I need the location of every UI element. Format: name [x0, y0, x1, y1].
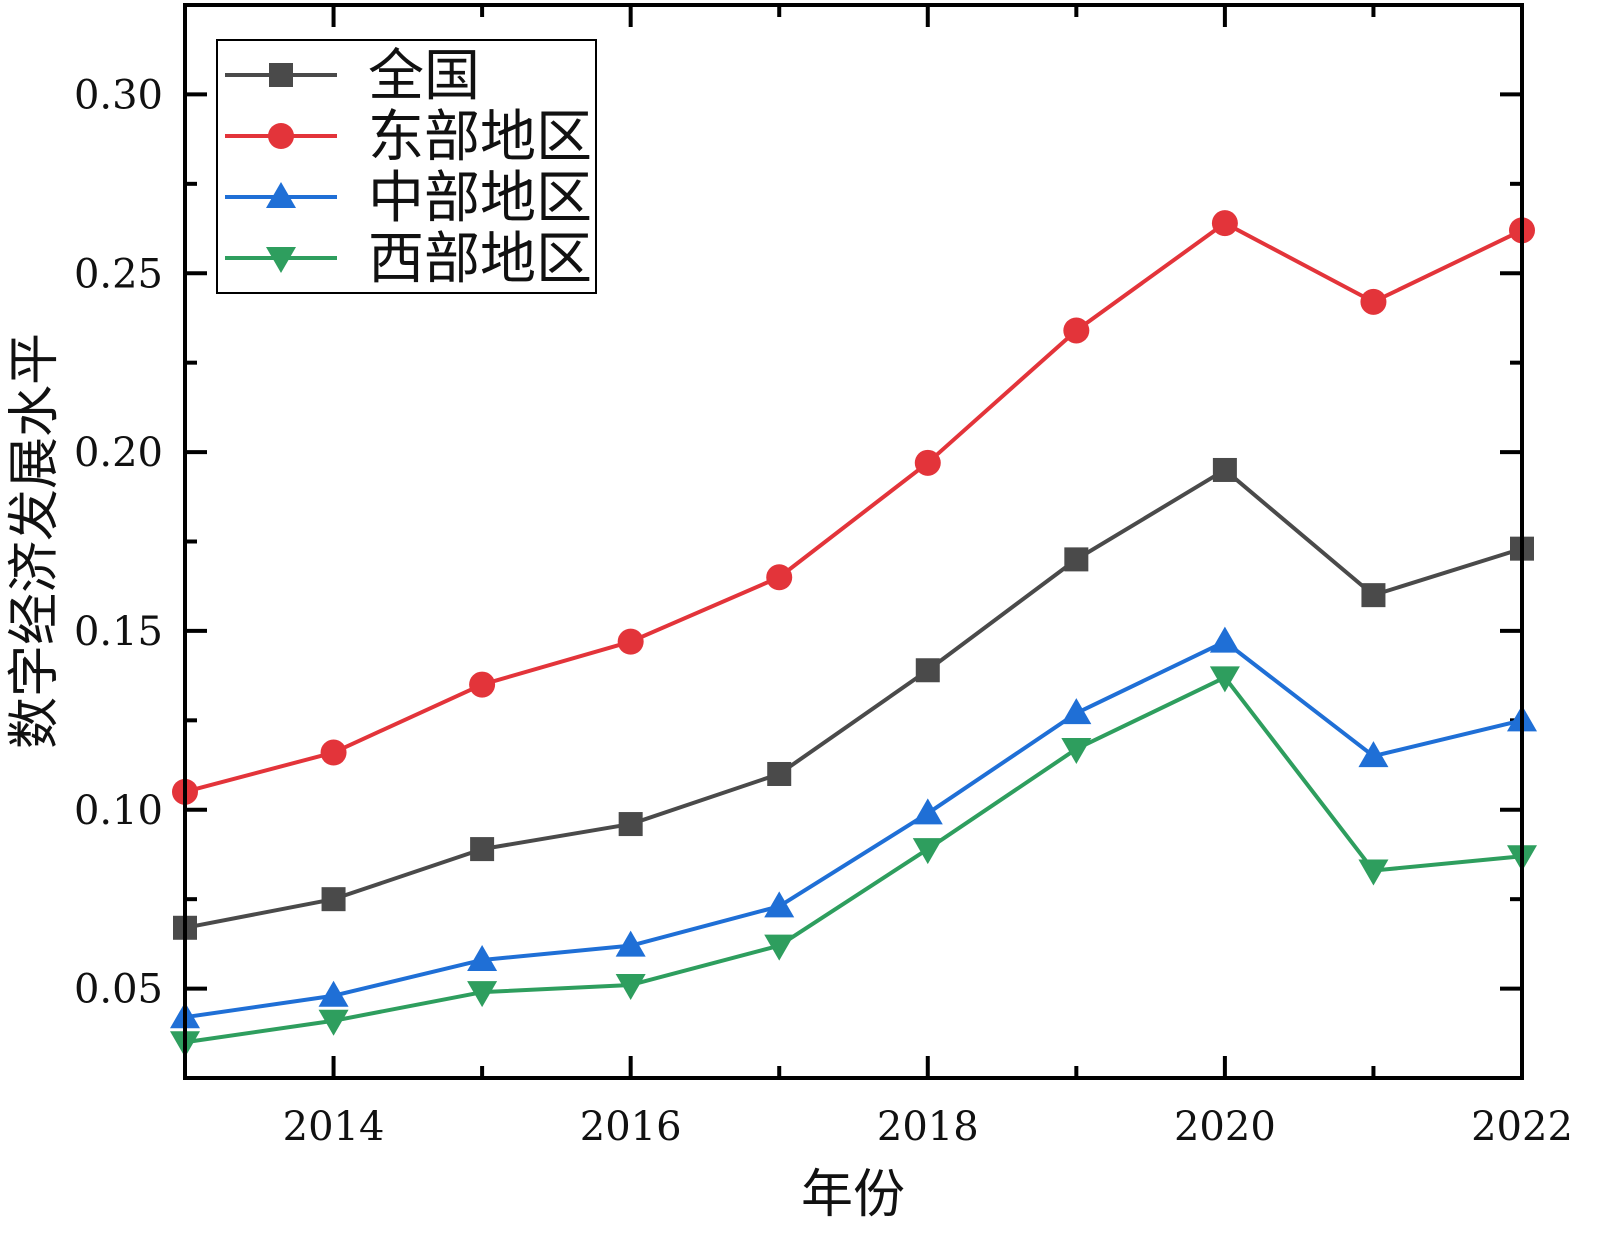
series-line [184, 467, 1523, 930]
legend-marker [269, 63, 293, 87]
legend-marker [268, 123, 294, 149]
data-point [912, 798, 943, 825]
data-point [766, 564, 793, 591]
series-line [184, 639, 1523, 1020]
y-tick-label: 0.10 [74, 788, 163, 834]
data-point [1063, 317, 1090, 344]
data-point [469, 671, 496, 698]
data-point [1209, 626, 1240, 653]
data-point [764, 934, 795, 961]
series-3 [170, 666, 1537, 1058]
y-tick-label: 0.30 [74, 72, 163, 118]
y-axis-title: 数字经济发展水平 [5, 333, 65, 749]
legend-marker [266, 182, 296, 208]
data-point [467, 981, 498, 1008]
series-layer [170, 210, 1537, 1058]
data-point [764, 891, 795, 918]
data-point [615, 974, 646, 1001]
data-point [1360, 288, 1387, 315]
y-tick-label: 0.20 [74, 430, 163, 476]
series-line [184, 675, 1523, 1045]
data-point [1361, 583, 1386, 608]
data-point [1212, 457, 1237, 482]
series-line [184, 221, 1523, 794]
axis-tick-labels: 2014 2016 2018 2020 2022 0.05 0.10 0.15 0.20 0.25… [74, 72, 1573, 1150]
data-point [1061, 698, 1092, 725]
legend-label: 中部地区 [368, 166, 592, 231]
data-point [914, 449, 941, 476]
data-point [767, 761, 792, 786]
x-tick-label: 2022 [1471, 1104, 1573, 1150]
data-point [318, 980, 349, 1007]
y-tick-label: 0.05 [74, 967, 163, 1013]
data-point [1358, 859, 1389, 886]
legend-label: 西部地区 [368, 227, 592, 292]
y-tick-label: 0.25 [74, 251, 163, 297]
data-point [1064, 547, 1089, 572]
legend-label: 东部地区 [368, 105, 592, 170]
series-0 [173, 457, 1534, 940]
data-point [467, 944, 498, 971]
series-1 [172, 210, 1535, 805]
series-2 [170, 626, 1537, 1029]
x-axis-title: 年份 [801, 1165, 905, 1225]
legend-marker [266, 247, 296, 273]
data-point [915, 658, 940, 683]
x-tick-label: 2018 [877, 1104, 979, 1150]
data-point [1358, 741, 1389, 768]
data-point [1209, 666, 1240, 693]
data-point [318, 1009, 349, 1036]
data-point [618, 812, 643, 837]
data-point [320, 739, 347, 766]
y-tick-label: 0.15 [74, 609, 163, 655]
data-point [1061, 737, 1092, 764]
data-point [617, 628, 644, 655]
legend-label: 全国 [368, 44, 480, 109]
data-point [912, 838, 943, 865]
plot-frame [183, 3, 1524, 1080]
x-tick-label: 2016 [580, 1104, 682, 1150]
data-point [321, 887, 346, 912]
x-tick-label: 2014 [283, 1104, 385, 1150]
x-tick-label: 2020 [1174, 1104, 1276, 1150]
data-point [615, 930, 646, 957]
data-point [470, 837, 495, 862]
data-point [1211, 210, 1238, 237]
